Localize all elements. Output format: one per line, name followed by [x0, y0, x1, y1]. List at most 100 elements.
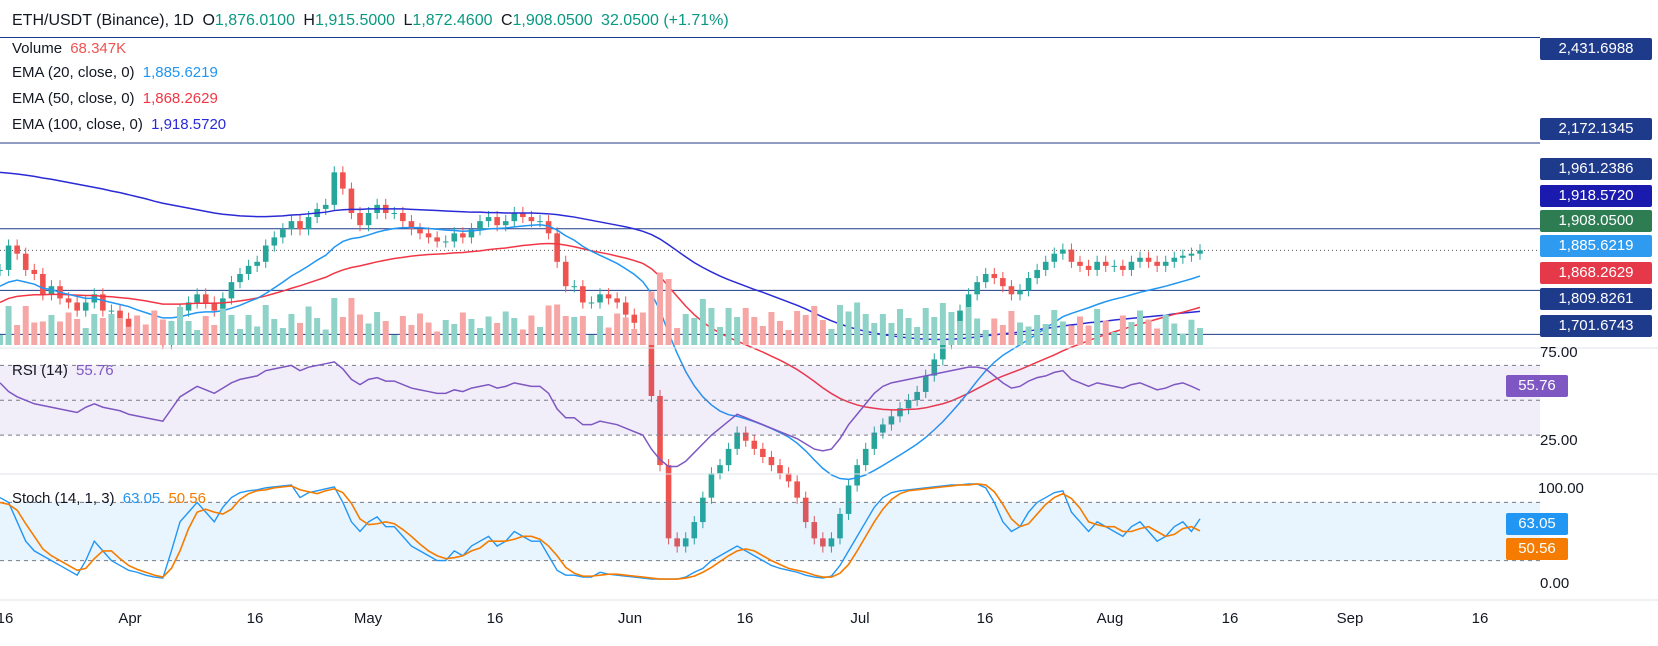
candle-body: [665, 465, 672, 539]
candle-body: [108, 310, 115, 312]
stoch-legend[interactable]: Stoch (14, 1, 3) 63.05 50.56: [12, 490, 210, 507]
date-tick-label: 16: [0, 610, 14, 627]
volume-bar: [31, 322, 38, 345]
price-pane[interactable]: [0, 36, 1540, 553]
candle: [974, 276, 980, 301]
volume-bar: [382, 321, 389, 345]
volume-bar: [845, 311, 852, 345]
candle-body: [1145, 257, 1152, 262]
candle-body: [588, 302, 595, 304]
candle: [331, 166, 338, 211]
date-tick-label: 16: [736, 610, 754, 627]
rsi-legend[interactable]: RSI (14) 55.76: [12, 362, 118, 379]
candle: [288, 215, 295, 236]
volume-bar: [185, 321, 192, 345]
candle: [485, 210, 492, 228]
candle: [237, 267, 243, 289]
candle: [1085, 259, 1092, 277]
candle-body: [365, 213, 372, 226]
ema20-legend[interactable]: EMA (20, close, 0) 1,885.6219: [12, 64, 222, 81]
volume-bar: [314, 318, 321, 345]
candle: [442, 235, 449, 248]
candle-body: [580, 286, 586, 303]
volume-bar: [511, 318, 518, 345]
volume-bar: [22, 306, 29, 345]
candle: [1120, 259, 1126, 277]
volume-bar: [297, 323, 303, 345]
volume-bar: [451, 324, 458, 345]
candle-body: [0, 269, 3, 271]
volume-bar: [605, 327, 612, 345]
volume-bar: [417, 313, 423, 345]
volume-bar: [545, 305, 552, 345]
volume-bar: [219, 308, 226, 345]
candle-body: [708, 473, 715, 498]
volume-bar: [1197, 327, 1203, 345]
candle-body: [880, 424, 886, 433]
volume-bar: [1051, 310, 1058, 345]
candle-body: [31, 269, 38, 274]
candle-body: [48, 286, 55, 295]
candle: [348, 182, 355, 220]
candle-body: [117, 310, 123, 319]
price-tag: 1,885.6219: [1540, 235, 1652, 257]
candle: [888, 410, 895, 431]
ema50-legend[interactable]: EMA (50, close, 0) 1,868.2629: [12, 90, 222, 107]
volume-bar: [228, 315, 235, 345]
volume-bar: [48, 315, 55, 345]
candle: [357, 206, 363, 232]
candle-body: [485, 217, 492, 222]
candle: [931, 353, 938, 382]
candle: [194, 288, 200, 309]
volume-bar: [262, 305, 269, 345]
rsi-axis-top: 75.00: [1540, 344, 1578, 361]
date-tick-label: 16: [1221, 610, 1239, 627]
candle: [905, 393, 912, 415]
candle-body: [297, 221, 303, 230]
price-tag: 1,961.2386: [1540, 158, 1652, 180]
volume-bar: [879, 314, 886, 345]
volume-bar: [562, 316, 569, 345]
candle-body: [271, 237, 278, 246]
candle-body: [451, 233, 458, 242]
volume-bar: [374, 312, 381, 345]
candle-body: [40, 274, 46, 295]
candle-body: [477, 221, 483, 230]
volume-bar: [485, 316, 492, 345]
volume-bar: [357, 314, 363, 345]
candle: [1171, 251, 1178, 268]
candle: [785, 467, 792, 488]
change-value: 32.0500 (+1.71%): [601, 12, 729, 29]
candle-body: [520, 213, 526, 218]
candle-body: [674, 538, 680, 547]
candle-body: [1128, 261, 1135, 270]
candle-body: [1137, 257, 1143, 262]
candle-body: [897, 408, 903, 417]
open-label: O: [202, 12, 215, 29]
candle: [820, 532, 826, 553]
volume-bar: [1034, 315, 1041, 345]
volume-bar: [1179, 333, 1186, 345]
candle: [674, 532, 680, 553]
volume-legend[interactable]: Volume 68.347K: [12, 40, 130, 57]
date-tick-label: Jun: [617, 610, 643, 627]
stoch-pane[interactable]: [0, 483, 1540, 580]
candle: [271, 231, 278, 252]
candle-body: [811, 522, 818, 539]
candle-body: [1077, 261, 1083, 266]
candle: [665, 459, 672, 545]
volume-bar: [828, 329, 835, 345]
candle: [871, 426, 878, 455]
date-tick-label: Sep: [1336, 610, 1364, 627]
candle: [1102, 255, 1109, 272]
ema100-legend[interactable]: EMA (100, close, 0) 1,918.5720: [12, 116, 230, 133]
candle-body: [185, 302, 192, 311]
candle-body: [1085, 265, 1092, 270]
candle: [691, 515, 698, 545]
candle: [280, 223, 286, 244]
candle: [262, 239, 269, 268]
ema50-value: 1,868.2629: [142, 90, 218, 107]
rsi-pane[interactable]: [0, 361, 1540, 468]
candle-body: [305, 217, 312, 230]
